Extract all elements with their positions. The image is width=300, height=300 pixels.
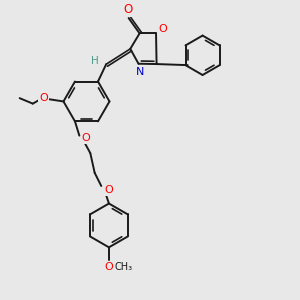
Text: N: N: [135, 68, 144, 77]
Text: O: O: [158, 24, 167, 34]
Text: O: O: [39, 93, 48, 103]
Text: O: O: [123, 3, 132, 16]
Text: O: O: [82, 133, 90, 143]
Text: CH₃: CH₃: [114, 262, 133, 272]
Text: O: O: [104, 262, 113, 272]
Text: O: O: [104, 185, 113, 195]
Text: H: H: [92, 56, 99, 66]
